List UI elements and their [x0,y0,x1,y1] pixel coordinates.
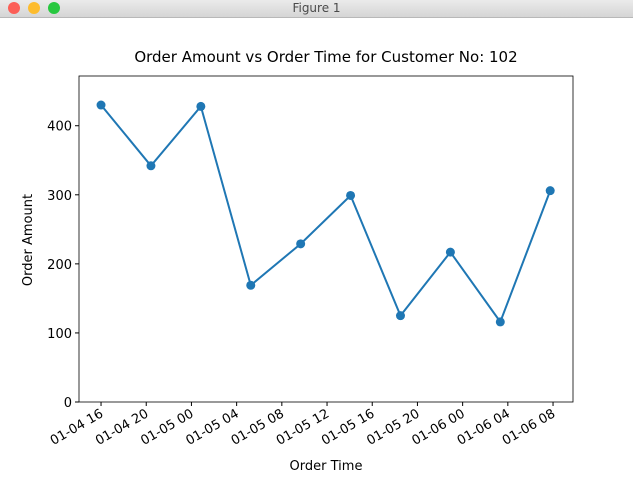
marker [246,280,256,290]
marker [346,190,356,200]
chart-title: Order Amount vs Order Time for Customer … [134,48,517,66]
marker [495,317,505,327]
zoom-button[interactable] [48,2,60,14]
title-bar: Figure 1 [0,0,633,18]
y-tick-label: 100 [47,327,72,342]
marker [196,101,206,111]
y-tick-label: 300 [47,189,72,204]
window-title: Figure 1 [292,1,341,15]
marker [96,100,106,110]
y-tick-label: 200 [47,258,72,273]
line [100,104,552,324]
plot-frame [78,75,574,403]
y-axis-label: Order Amount [21,194,36,286]
marker [146,161,156,171]
marker [545,186,555,196]
chart: Order Amount vs Order Time for Customer … [21,48,574,474]
marker [296,239,306,249]
y-tick-label: 400 [47,120,72,135]
minimize-button[interactable] [28,2,40,14]
marker [395,311,405,321]
marker [445,247,455,257]
y-tick-label: 0 [64,396,72,411]
close-button[interactable] [8,2,20,14]
x-axis-label: Order Time [290,459,363,474]
